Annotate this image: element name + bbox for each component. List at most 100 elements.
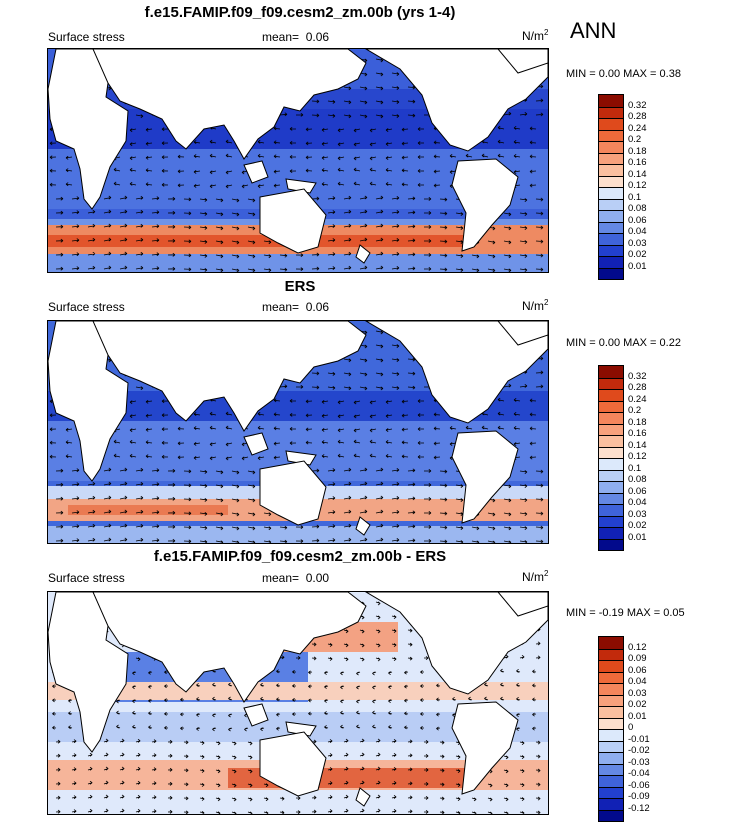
wind-arrow	[535, 239, 544, 244]
wind-arrow	[308, 711, 313, 716]
wind-arrow	[311, 468, 320, 473]
wind-arrow	[359, 237, 368, 242]
wind-arrow	[359, 808, 365, 813]
wind-arrow	[343, 752, 349, 757]
wind-arrow	[311, 252, 320, 257]
wind-arrow	[321, 142, 329, 146]
wind-arrow	[375, 265, 384, 270]
wind-arrow	[247, 198, 256, 203]
units-text: N/m	[522, 29, 544, 43]
australia-landmass	[259, 188, 327, 254]
wind-arrow	[327, 468, 336, 472]
wind-arrow	[423, 211, 432, 215]
colorbar-level-label: 0.28	[628, 111, 647, 122]
wind-arrow	[231, 198, 240, 203]
wind-arrow	[359, 738, 365, 743]
wind-arrow	[321, 414, 329, 418]
wind-arrow	[471, 540, 480, 543]
wind-arrow	[167, 482, 176, 487]
wind-arrow	[49, 182, 57, 187]
wind-arrow	[135, 195, 144, 200]
wind-arrow	[113, 439, 121, 444]
wind-arrow	[535, 810, 541, 814]
colorbar-swatch	[599, 400, 623, 412]
wind-arrow	[407, 357, 416, 362]
wind-arrow	[52, 711, 57, 716]
wind-arrow	[257, 153, 265, 158]
wind-arrow	[161, 182, 169, 187]
wind-arrow	[119, 495, 128, 500]
wind-arrow	[135, 223, 144, 228]
wind-arrow	[388, 710, 393, 715]
wind-arrow	[129, 167, 137, 172]
wind-arrow	[135, 481, 144, 486]
wind-arrow	[340, 685, 345, 690]
australia-landmass	[259, 731, 327, 797]
wind-arrow	[103, 752, 109, 757]
new-zealand-landmass	[355, 787, 371, 807]
wind-arrow	[455, 484, 464, 488]
wind-arrow	[247, 226, 256, 231]
colorbar-level-label: 0.08	[628, 474, 647, 485]
wind-arrow	[55, 795, 61, 800]
wind-arrow	[225, 456, 233, 461]
wind-arrow	[391, 358, 400, 363]
wind-arrow	[135, 780, 141, 785]
wind-arrow	[439, 225, 448, 230]
wind-arrow	[359, 114, 368, 119]
wind-arrow	[87, 481, 96, 486]
wind-arrow	[273, 426, 281, 431]
wind-arrow	[87, 265, 96, 270]
panel-1-mean: mean= 0.06	[262, 30, 329, 44]
wind-arrow	[417, 427, 425, 431]
wind-arrow	[164, 670, 169, 675]
wind-arrow	[231, 540, 240, 543]
wind-arrow	[276, 669, 281, 674]
wind-arrow	[372, 710, 377, 715]
wind-arrow	[228, 696, 233, 701]
wind-arrow	[241, 456, 249, 461]
greenland-landmass	[497, 592, 548, 617]
wind-arrow	[289, 412, 297, 417]
wind-arrow	[116, 699, 121, 704]
wind-arrow	[327, 238, 336, 242]
wind-arrow	[401, 168, 409, 173]
wind-arrow	[135, 265, 144, 270]
wind-arrow	[161, 454, 169, 459]
wind-arrow	[343, 738, 349, 743]
wind-arrow	[151, 510, 160, 515]
wind-arrow	[103, 523, 112, 528]
wind-arrow	[87, 209, 96, 214]
wind-arrow	[423, 525, 432, 529]
wind-arrow	[369, 128, 377, 133]
wind-arrow	[71, 739, 77, 744]
wind-arrow	[359, 386, 368, 391]
wind-arrow	[369, 167, 377, 172]
wind-arrow	[103, 495, 112, 500]
wind-arrow	[391, 537, 400, 542]
colorbar-swatch	[599, 752, 623, 764]
colorbar-swatch	[599, 412, 623, 424]
wind-arrow	[359, 372, 368, 377]
wind-arrow	[513, 398, 521, 402]
wind-arrow	[529, 126, 537, 131]
wind-arrow	[535, 754, 541, 759]
wind-arrow	[516, 727, 521, 731]
wind-arrow	[327, 224, 336, 228]
wind-arrow	[375, 237, 384, 242]
wind-arrow	[391, 386, 400, 391]
colorbar-swatch	[599, 492, 623, 504]
wind-arrow	[167, 468, 176, 473]
panel-3-mean: mean= 0.00	[262, 571, 329, 585]
south-america-landmass	[451, 430, 519, 524]
wind-arrow	[359, 537, 368, 542]
wind-arrow	[231, 226, 240, 231]
wind-arrow	[257, 139, 265, 144]
wind-arrow	[135, 738, 141, 743]
wind-arrow	[324, 699, 329, 703]
wind-arrow	[247, 811, 253, 814]
wind-arrow	[535, 469, 544, 474]
wind-arrow	[116, 710, 121, 715]
wind-arrow	[199, 511, 208, 516]
units-text: N/m	[522, 299, 544, 313]
